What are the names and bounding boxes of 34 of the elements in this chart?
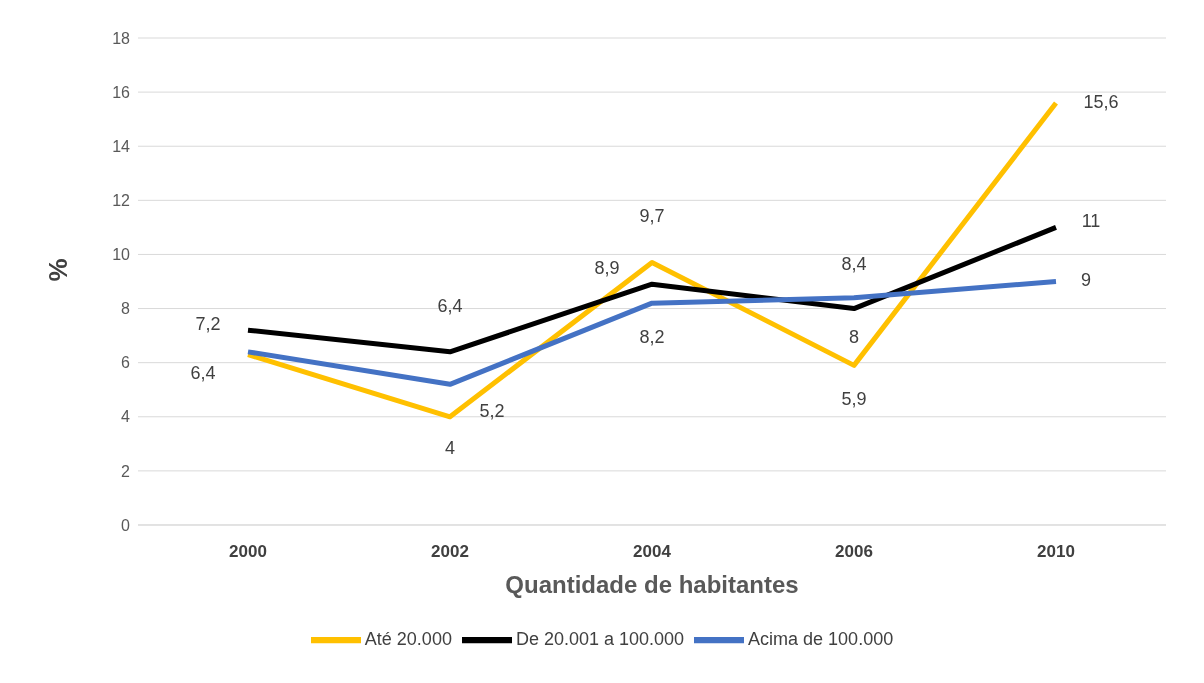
x-tick-label: 2000: [229, 542, 267, 562]
y-tick-label: 16: [112, 83, 131, 101]
x-axis-title: Quantidade de habitantes: [505, 571, 799, 598]
legend-label: Até 20.000: [364, 628, 452, 649]
data-label: 7,2: [195, 313, 221, 334]
data-label: 5,2: [479, 401, 505, 422]
data-label: 8: [848, 327, 860, 348]
data-label: 9: [1080, 270, 1092, 291]
data-label: 8,2: [639, 326, 665, 347]
y-tick-label: 6: [121, 354, 131, 372]
y-tick-label: 8: [121, 300, 131, 318]
y-tick-label: 2: [121, 462, 131, 480]
y-tick-label: 18: [112, 29, 131, 47]
x-tick-label: 2004: [633, 542, 672, 562]
x-tick-label: 2002: [431, 542, 469, 562]
data-label: 6,4: [437, 295, 463, 316]
data-label: 11: [1081, 211, 1101, 232]
legend-label: De 20.001 a 100.000: [515, 628, 685, 649]
y-tick-label: 10: [112, 246, 131, 264]
data-label: 5,9: [841, 389, 867, 410]
x-tick-label: 2006: [835, 542, 873, 562]
data-label: 9,7: [639, 206, 665, 227]
x-tick-label: 2010: [1037, 542, 1075, 562]
data-label: 6,4: [190, 362, 216, 383]
y-tick-label: 12: [112, 192, 131, 210]
data-label: 4: [444, 437, 456, 458]
y-axis-title: %: [43, 258, 74, 282]
data-label: 8,4: [841, 254, 867, 275]
y-tick-label: 4: [121, 408, 131, 426]
y-tick-label: 14: [112, 137, 131, 155]
y-tick-label: 0: [121, 516, 131, 534]
data-label: 8,9: [594, 257, 620, 278]
data-label: 15,6: [1083, 91, 1119, 112]
legend-label: Acima de 100.000: [748, 628, 894, 649]
